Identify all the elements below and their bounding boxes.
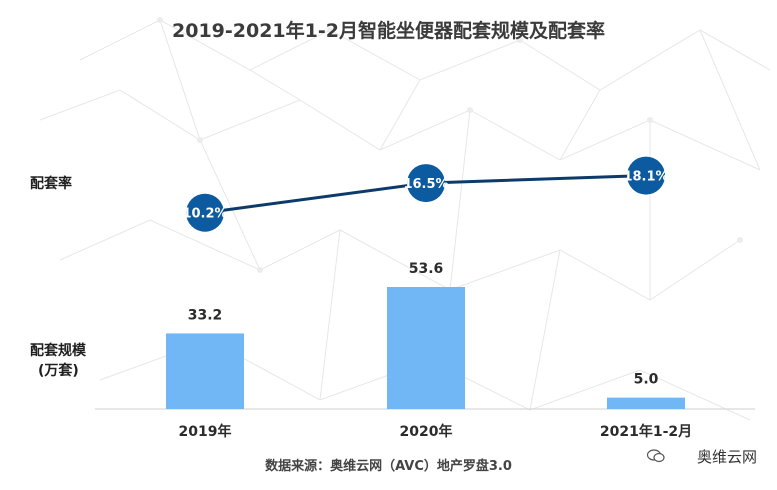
source-note: 数据来源：奥维云网（AVC）地产罗盘3.0 [265,459,512,474]
wechat-icon [647,449,665,463]
scale-row-label: 配套规模 (万套) [30,341,86,381]
bar [166,333,244,409]
rate-marker [407,164,445,203]
rate-value-label: 10.2% [182,207,227,222]
scale-label-line1: 配套规模 [30,343,86,359]
rate-value-label: 16.5% [403,177,448,192]
x-tick-label: 2020年 [400,423,453,440]
chart-title: 2019-2021年1-2月智能坐便器配套规模及配套率 [172,20,605,42]
x-tick-label: 2021年1-2月 [600,423,692,440]
rate-marker [627,156,665,195]
x-tick-label: 2019年 [179,423,232,440]
rate-value-label: 18.1% [623,170,668,185]
bar-value-label: 33.2 [188,307,223,323]
scale-label-line2: (万套) [38,363,79,379]
bar-value-label: 5.0 [634,372,659,388]
bar-value-label: 53.6 [409,261,444,277]
bar [387,287,465,409]
rate-marker [186,193,224,232]
watermark-text: 奥维云网 [696,448,757,466]
rate-row-label: 配套率 [30,176,72,192]
bar [607,397,685,409]
